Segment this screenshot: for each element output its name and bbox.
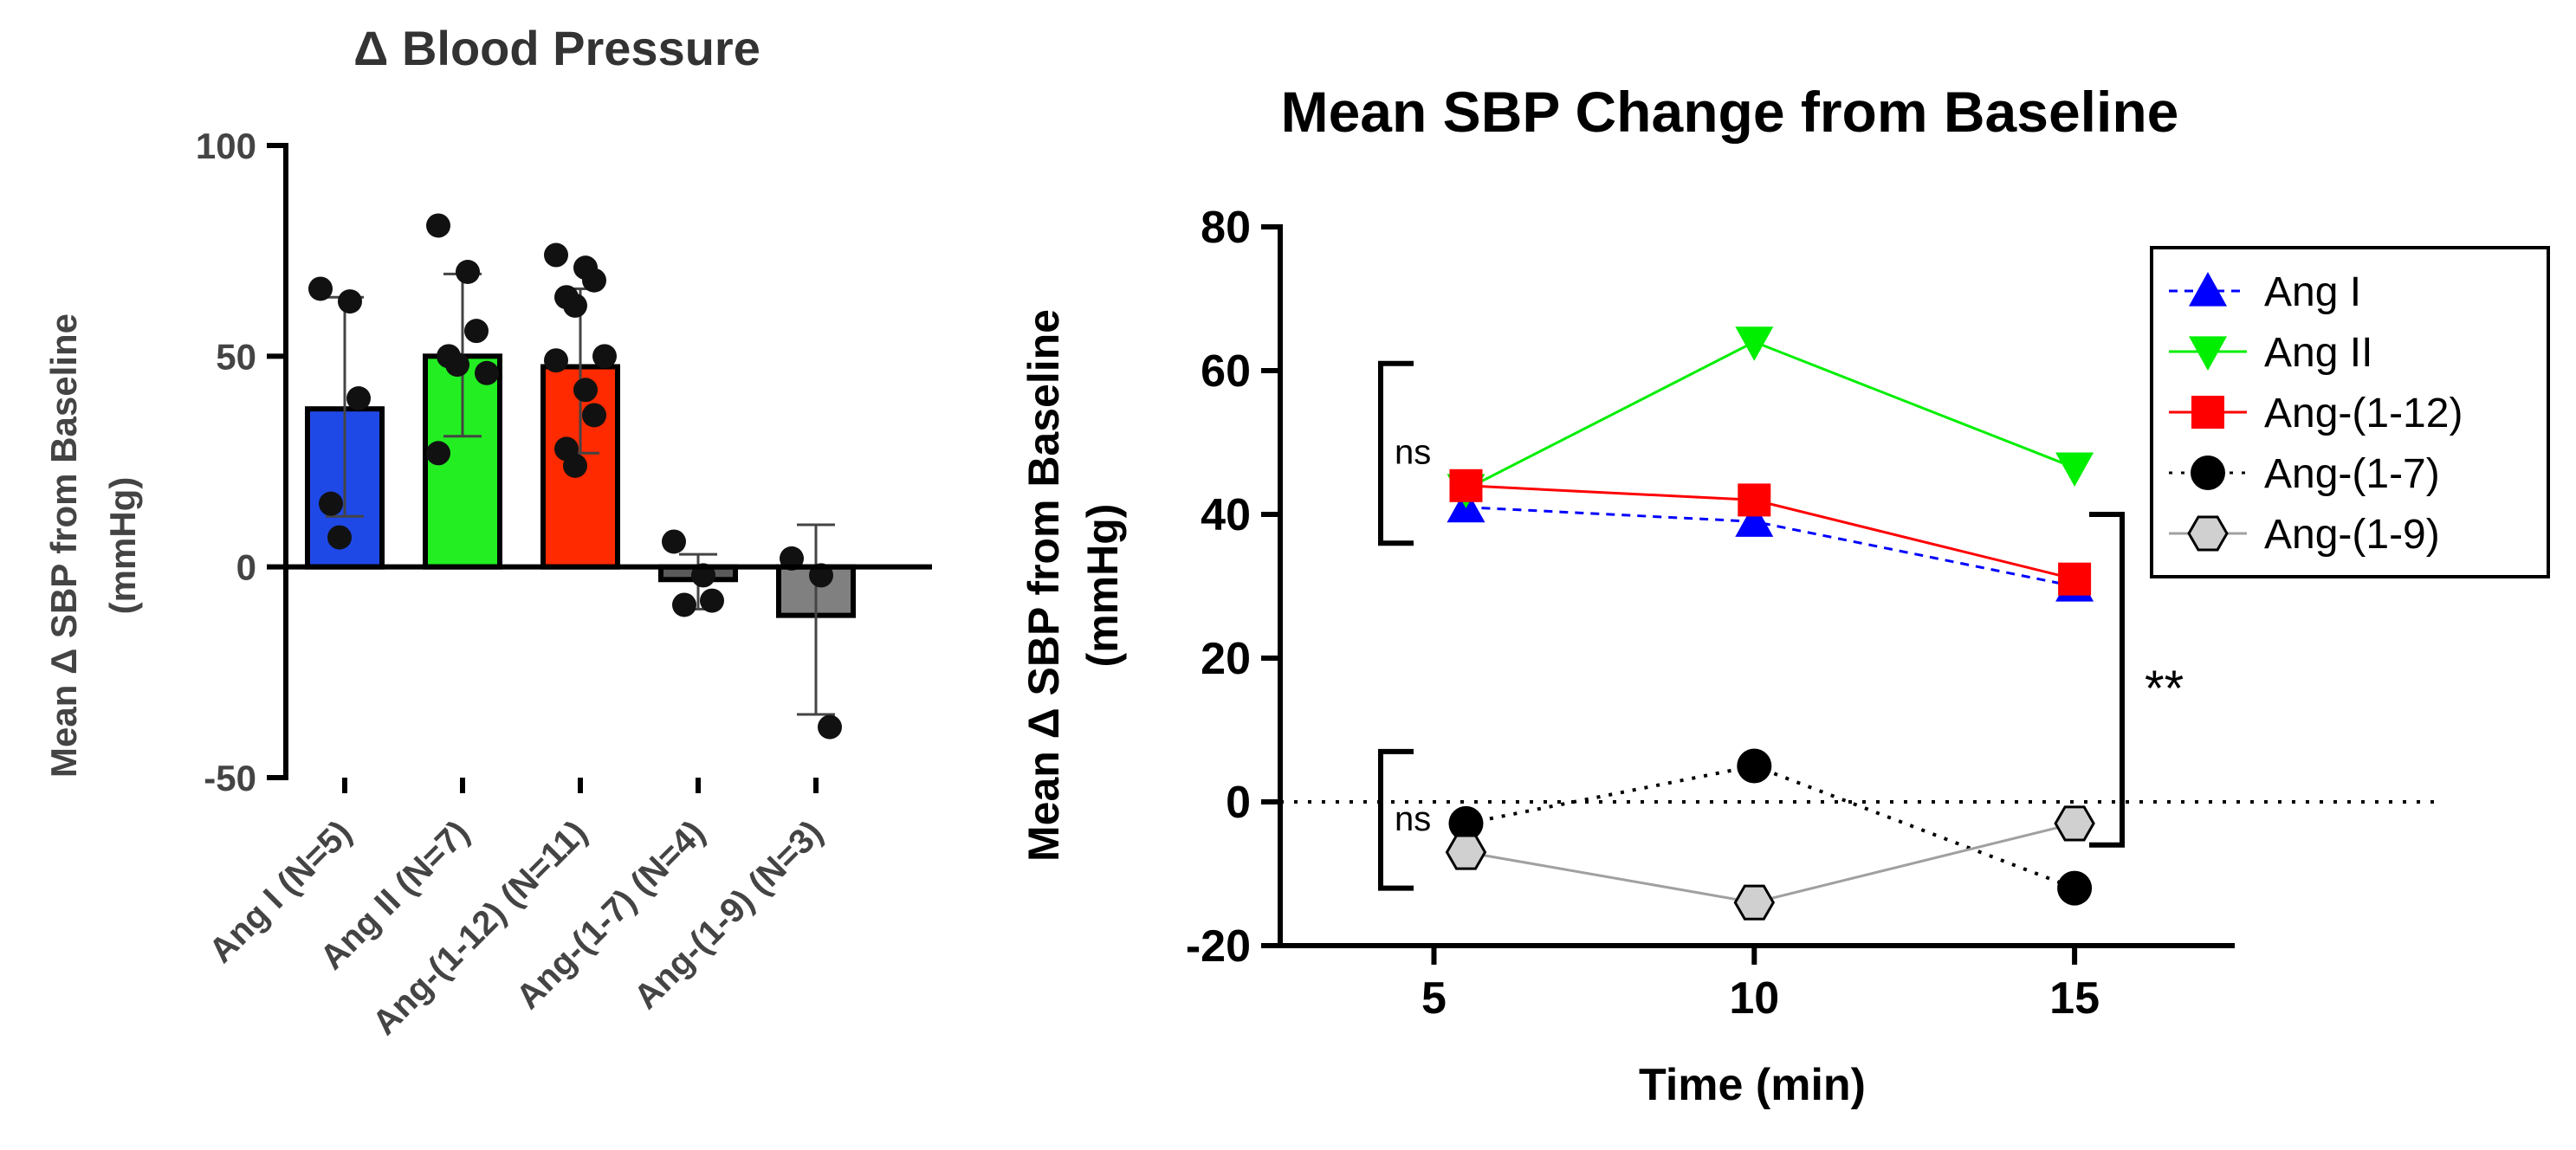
figure: Δ Blood Pressure Mean Δ SBP from Baselin… xyxy=(0,0,2576,1150)
right-y-tick-label: 20 xyxy=(1201,634,1251,684)
data-point-5-3 xyxy=(818,715,842,740)
data-point-3-5 xyxy=(563,294,587,318)
data-point-3-11 xyxy=(563,454,587,478)
data-point-1-1 xyxy=(308,276,333,300)
left-y-tick-label: 100 xyxy=(196,126,256,166)
data-point-1-3 xyxy=(346,386,371,410)
right-y-tick-label: 60 xyxy=(1201,346,1251,397)
legend-item: Ang-(1-9) xyxy=(2169,512,2440,558)
series-point xyxy=(1735,886,1773,919)
data-point-2-6 xyxy=(475,361,499,385)
right-line-chart: Mean SBP Change from Baseline Mean Δ SBP… xyxy=(1019,80,2548,1110)
data-point-2-1 xyxy=(426,213,450,237)
right-y-axis-label: Mean Δ SBP from Baseline (mmHg) xyxy=(1019,309,1127,862)
series-point xyxy=(2055,452,2094,487)
series-point xyxy=(1737,749,1771,784)
right-y-ticks: -20 0 20 40 60 80 xyxy=(1186,203,1280,972)
series-point xyxy=(2055,807,2094,840)
left-y-tick-label: 50 xyxy=(216,336,256,377)
left-y-tick-label: 0 xyxy=(236,547,256,588)
right-y-tick-label: -20 xyxy=(1186,921,1251,972)
data-point-3-8 xyxy=(573,378,598,402)
data-point-3-9 xyxy=(582,403,606,427)
legend: Ang I Ang II Ang-(1-12) Ang-(1-7) Ang-(1-9) xyxy=(2152,248,2548,577)
data-point-1-5 xyxy=(327,526,352,550)
data-point-1-2 xyxy=(338,289,362,313)
legend-label: Ang I xyxy=(2264,269,2361,315)
series-line xyxy=(1466,507,2074,586)
right-x-tick-label: 15 xyxy=(2049,973,2100,1024)
left-y-axis-label: Mean Δ SBP from Baseline (mmHg) xyxy=(43,313,143,778)
right-x-tick-label: 5 xyxy=(1421,973,1447,1024)
right-y-label-line1: Mean Δ SBP from Baseline xyxy=(1019,309,1068,862)
data-point-3-6 xyxy=(592,344,617,368)
series-point xyxy=(2057,871,2092,906)
left-x-ticks: Ang I (N=5)Ang II (N=7)Ang-(1-12) (N=11)… xyxy=(202,778,883,1043)
ns-label-upper: ns xyxy=(1395,433,1431,471)
legend-label: Ang-(1-7) xyxy=(2264,451,2440,497)
series-line xyxy=(1466,824,2074,902)
data-point-2-2 xyxy=(456,260,480,284)
series-ang-ii xyxy=(1447,326,2094,508)
legend-marker xyxy=(2191,455,2225,490)
series-ang-1-7- xyxy=(1448,749,2092,906)
left-x-tick-label: Ang-(1-12) (N=11) xyxy=(366,813,595,1043)
data-point-3-3 xyxy=(582,268,606,293)
left-bars xyxy=(307,213,853,739)
data-point-4-4 xyxy=(672,592,696,617)
right-chart-title: Mean SBP Change from Baseline xyxy=(1281,80,2179,144)
right-x-ticks: 5 10 15 xyxy=(1421,946,2100,1024)
data-point-2-5 xyxy=(445,352,469,377)
right-x-tick-label: 10 xyxy=(1729,973,1779,1024)
left-y-label-line2: (mmHg) xyxy=(102,477,143,615)
series-point xyxy=(1735,326,1773,361)
ns-label-lower: ns xyxy=(1395,800,1431,838)
legend-label: Ang-(1-9) xyxy=(2264,512,2440,558)
right-y-label-line2: (mmHg) xyxy=(1078,504,1127,668)
series-ang-1-9- xyxy=(1447,807,2094,919)
significance-stars: ** xyxy=(2145,661,2184,717)
data-point-2-3 xyxy=(464,319,489,343)
data-point-3-7 xyxy=(544,348,568,372)
legend-label: Ang-(1-12) xyxy=(2264,391,2463,436)
series-point xyxy=(2058,563,2091,596)
data-point-4-1 xyxy=(662,529,686,553)
right-y-tick-label: 0 xyxy=(1226,778,1251,828)
left-bar-chart: Δ Blood Pressure Mean Δ SBP from Baselin… xyxy=(43,21,932,1043)
data-point-1-4 xyxy=(319,492,343,516)
series-point xyxy=(1738,483,1770,516)
legend-label: Ang II xyxy=(2264,330,2372,376)
left-chart-title: Δ Blood Pressure xyxy=(353,21,761,75)
data-point-4-3 xyxy=(700,589,724,613)
series-point xyxy=(1447,836,1485,869)
significance-bracket xyxy=(2089,514,2122,845)
legend-marker xyxy=(2191,396,2224,429)
data-point-3-1 xyxy=(544,243,568,268)
left-y-tick-label: -50 xyxy=(204,758,256,798)
data-point-2-7 xyxy=(426,441,450,465)
right-series xyxy=(1447,326,2094,919)
series-point xyxy=(1449,469,1482,502)
legend-marker xyxy=(2189,517,2227,550)
right-y-tick-label: 40 xyxy=(1201,490,1251,540)
left-y-label-line1: Mean Δ SBP from Baseline xyxy=(43,313,84,778)
series-line xyxy=(1466,766,2074,888)
series-line xyxy=(1466,342,2074,489)
right-y-tick-label: 80 xyxy=(1201,203,1251,253)
left-y-ticks: -50 0 50 100 xyxy=(196,126,286,798)
right-x-axis-label: Time (min) xyxy=(1639,1060,1866,1110)
